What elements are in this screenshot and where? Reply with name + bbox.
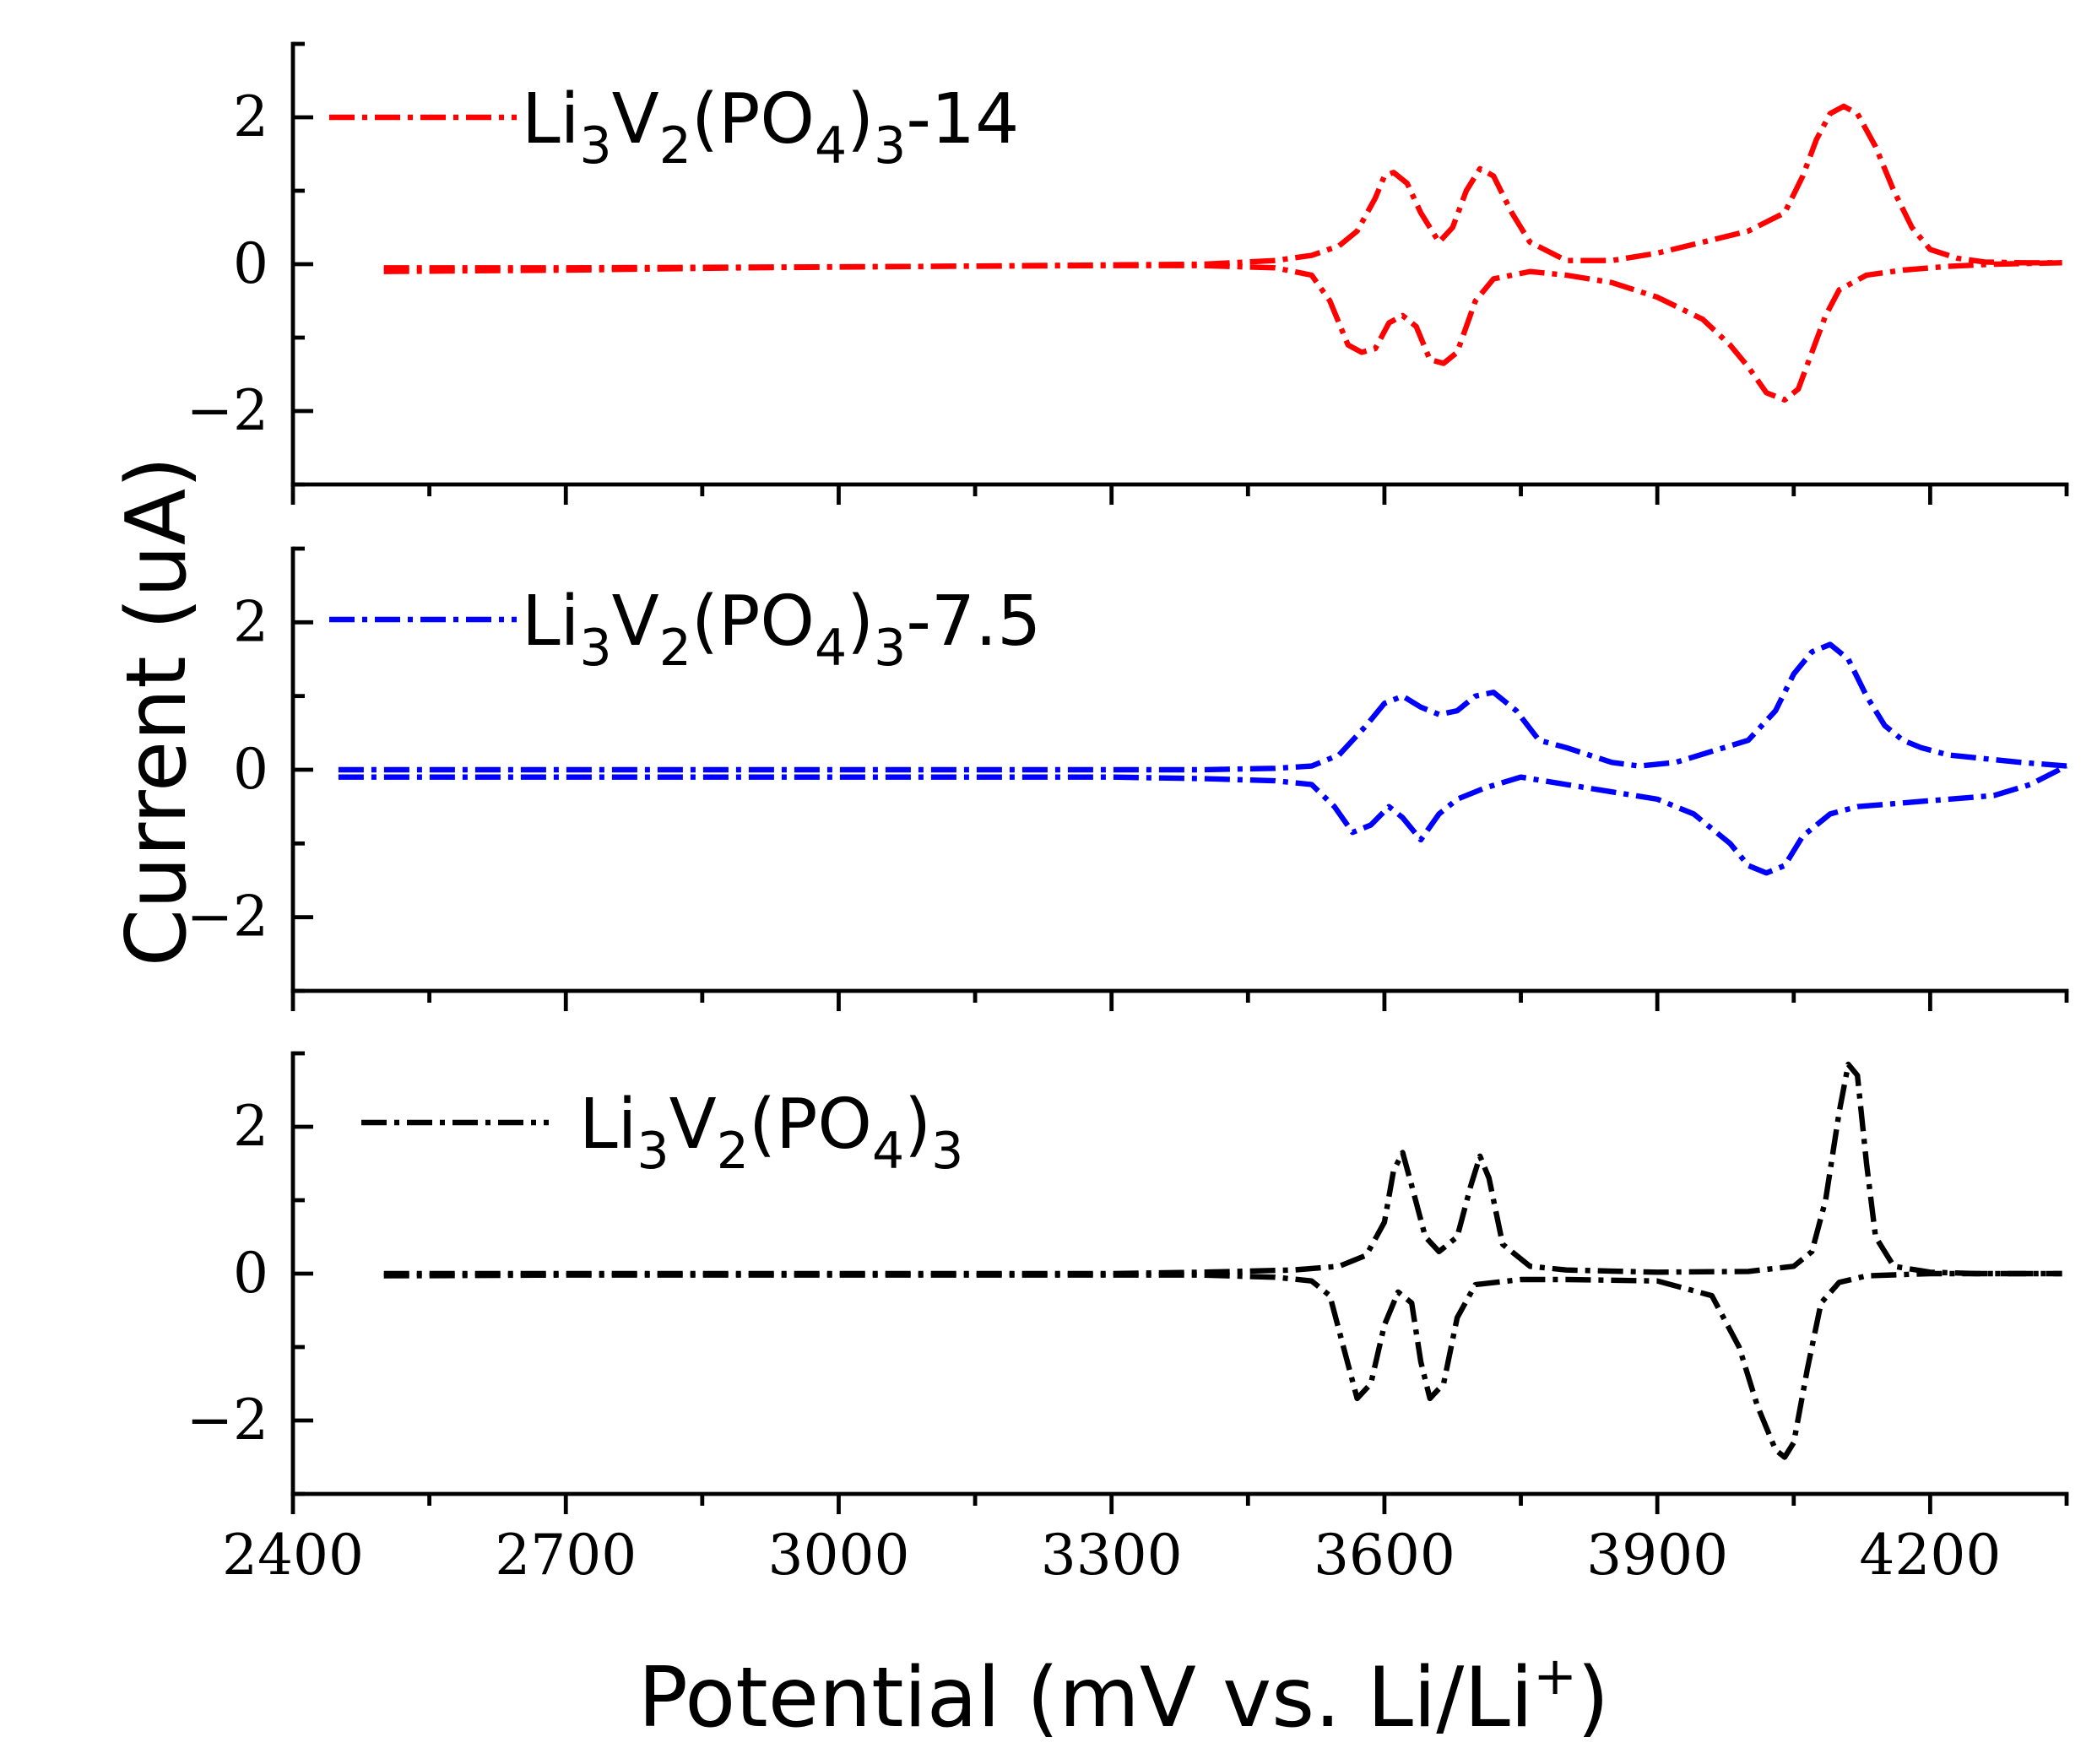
x-tick-label: 2700: [495, 1523, 637, 1588]
legend-label-part: V: [612, 79, 659, 160]
series-anodic-curve: [338, 641, 2067, 773]
x-tick-label: 3000: [767, 1523, 909, 1588]
x-tick-label: 3900: [1586, 1523, 1728, 1588]
legend-label-part: 2: [659, 116, 691, 176]
x-axis-title: Potential (mV vs. Li/Li+): [638, 1645, 1610, 1746]
y-tick-label: 2: [233, 589, 268, 654]
series-cathodic-curve: [338, 763, 2068, 876]
series-cathodic-curve: [383, 1270, 2062, 1460]
legend-label-part: (PO: [749, 1085, 872, 1165]
y-tick-label: −2: [187, 885, 268, 950]
legend-label-part: Li: [579, 1085, 637, 1165]
legend-label-part: 3: [579, 619, 611, 678]
y-tick-label: 2: [233, 1094, 268, 1159]
x-axis-title-suffix: ): [1577, 1650, 1609, 1746]
legend-label: Li3V2(PO4)3-7.5: [522, 582, 1041, 678]
legend-label-part: V: [612, 582, 659, 662]
x-axis-title-superscript: +: [1533, 1645, 1577, 1707]
x-tick-label: 2400: [222, 1523, 364, 1588]
y-tick-label: 0: [233, 231, 268, 296]
legend-label-part: 3: [931, 1122, 963, 1181]
legend-label-part: 2: [659, 619, 691, 678]
y-tick-label: 2: [233, 84, 268, 149]
legend-label-part: 2: [717, 1122, 749, 1181]
series-cathodic-curve: [383, 260, 2062, 403]
y-tick-label: −2: [187, 1388, 268, 1453]
legend-label-part: ): [847, 582, 874, 662]
x-tick-label: 3300: [1041, 1523, 1183, 1588]
legend-label-part: 4: [815, 116, 847, 176]
legend-label-part: 3: [874, 116, 906, 176]
legend-label-part: -7.5: [906, 582, 1041, 662]
series-anodic-curve: [383, 103, 2062, 274]
legend-label-part: (PO: [691, 582, 815, 662]
y-axis-title: Current (uA): [109, 457, 205, 967]
legend-label-part: 4: [815, 619, 847, 678]
legend-label-part: Li: [522, 582, 579, 662]
legend-label-part: 3: [579, 116, 611, 176]
legend-label-part: ): [904, 1085, 931, 1165]
legend-label-part: ): [847, 79, 874, 160]
legend-label-part: V: [669, 1085, 717, 1165]
legend-label: Li3V2(PO4)3-14: [522, 79, 1019, 176]
legend-label-part: 3: [874, 619, 906, 678]
legend-label-part: 3: [637, 1122, 669, 1181]
legend-label-part: Li: [522, 79, 579, 160]
y-tick-label: 0: [233, 737, 268, 802]
x-tick-label: 3600: [1314, 1523, 1455, 1588]
y-tick-label: 0: [233, 1241, 268, 1306]
legend-label-part: -14: [906, 79, 1019, 160]
legend-label-part: (PO: [691, 79, 815, 160]
x-axis-title-main: Potential (mV vs. Li/Li: [638, 1650, 1533, 1746]
legend-label-part: 4: [872, 1122, 904, 1181]
legend-label: Li3V2(PO4)3: [579, 1085, 963, 1181]
x-tick-label: 4200: [1859, 1523, 2001, 1588]
y-tick-label: −2: [187, 378, 268, 443]
panels-layer: 20−2Li3V2(PO4)3-1420−2Li3V2(PO4)3-7.520−…: [187, 41, 2069, 1588]
